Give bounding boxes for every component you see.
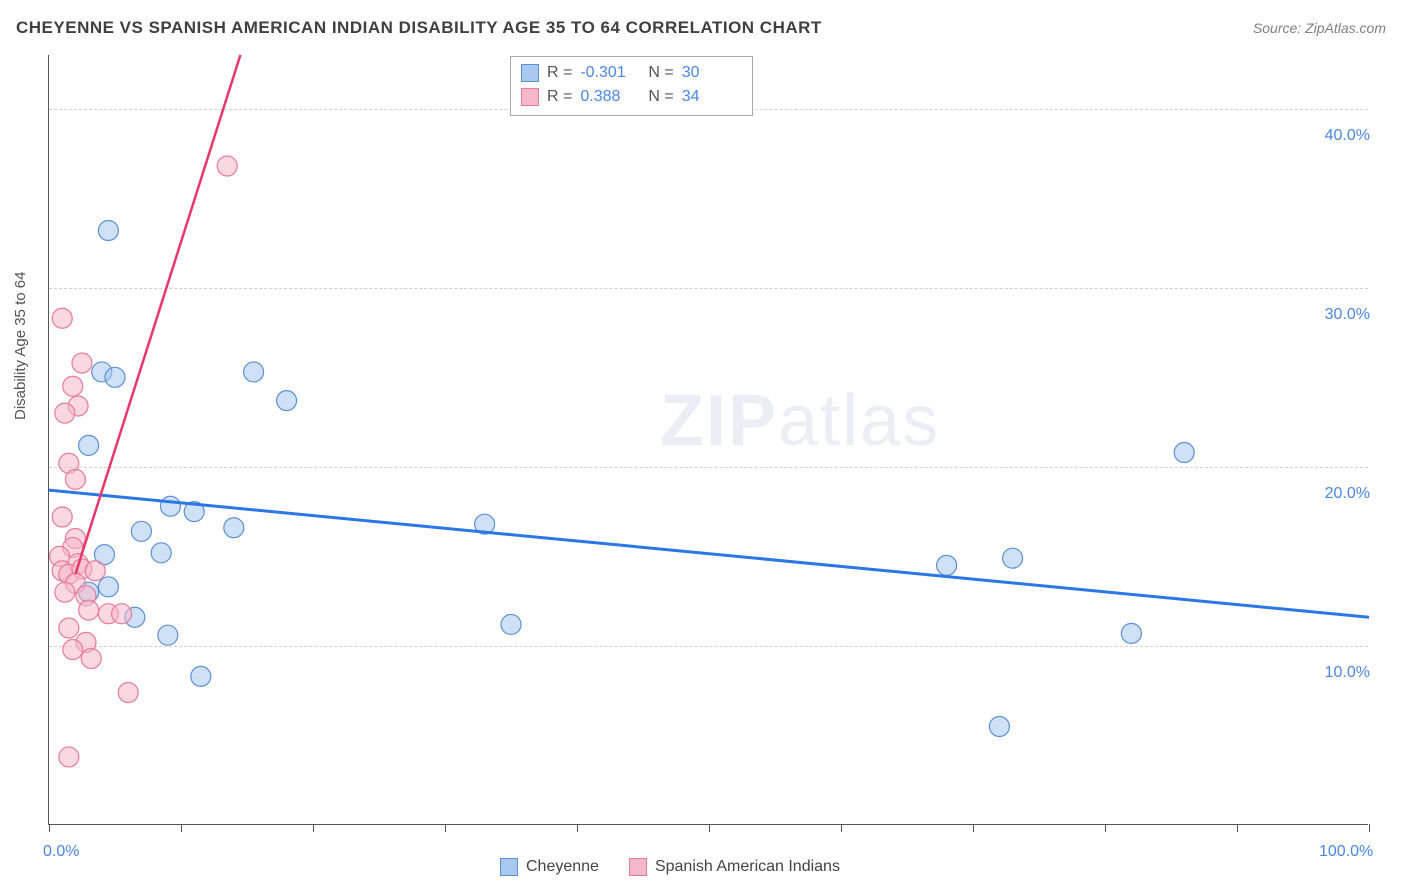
data-point (105, 367, 125, 387)
data-point (217, 156, 237, 176)
x-tick (709, 824, 710, 832)
legend-n-value: 30 (682, 64, 742, 82)
chart-title: CHEYENNE VS SPANISH AMERICAN INDIAN DISA… (16, 18, 822, 38)
data-point (65, 469, 85, 489)
data-point (72, 353, 92, 373)
data-point (79, 435, 99, 455)
data-point (501, 614, 521, 634)
data-point (52, 507, 72, 527)
data-point (81, 648, 101, 668)
x-tick (841, 824, 842, 832)
data-point (52, 308, 72, 328)
data-point (1121, 623, 1141, 643)
x-tick (49, 824, 50, 832)
legend-swatch (500, 858, 518, 876)
data-point (85, 561, 105, 581)
data-point (989, 717, 1009, 737)
legend-r-label: R = (547, 88, 572, 106)
data-point (160, 496, 180, 516)
data-point (131, 521, 151, 541)
data-point (98, 577, 118, 597)
data-point (1174, 443, 1194, 463)
legend-label: Cheyenne (526, 858, 599, 876)
correlation-legend: R = -0.301 N = 30 R = 0.388 N = 34 (510, 56, 753, 116)
data-point (191, 666, 211, 686)
data-point (59, 618, 79, 638)
x-tick (313, 824, 314, 832)
legend-item: Cheyenne (500, 858, 599, 876)
legend-label: Spanish American Indians (655, 858, 840, 876)
data-point (118, 682, 138, 702)
data-point (937, 555, 957, 575)
x-tick (445, 824, 446, 832)
legend-row: R = 0.388 N = 34 (521, 85, 742, 109)
data-point (79, 600, 99, 620)
legend-n-label: N = (648, 88, 673, 106)
data-point (244, 362, 264, 382)
x-tick-label: 100.0% (1319, 843, 1373, 861)
legend-r-value: 0.388 (580, 88, 640, 106)
data-point (98, 220, 118, 240)
legend-swatch (521, 88, 539, 106)
data-point (112, 604, 132, 624)
legend-swatch (629, 858, 647, 876)
x-tick (973, 824, 974, 832)
y-axis-label: Disability Age 35 to 64 (12, 272, 29, 420)
legend-r-label: R = (547, 64, 572, 82)
x-tick (1105, 824, 1106, 832)
x-tick (1369, 824, 1370, 832)
regression-line (75, 55, 240, 574)
data-point (151, 543, 171, 563)
data-point (277, 391, 297, 411)
data-point (224, 518, 244, 538)
x-tick (577, 824, 578, 832)
data-point (59, 747, 79, 767)
data-point (63, 376, 83, 396)
regression-line (49, 490, 1369, 617)
legend-n-value: 34 (682, 88, 742, 106)
x-tick (1237, 824, 1238, 832)
series-legend: Cheyenne Spanish American Indians (500, 858, 840, 876)
data-point (63, 640, 83, 660)
legend-swatch (521, 64, 539, 82)
legend-row: R = -0.301 N = 30 (521, 61, 742, 85)
data-point (1003, 548, 1023, 568)
source-attribution: Source: ZipAtlas.com (1253, 20, 1386, 36)
legend-item: Spanish American Indians (629, 858, 840, 876)
x-tick (181, 824, 182, 832)
chart-svg (49, 55, 1368, 824)
legend-n-label: N = (648, 64, 673, 82)
data-point (158, 625, 178, 645)
x-tick-label: 0.0% (43, 843, 79, 861)
data-point (55, 582, 75, 602)
chart-plot-area: 10.0%20.0%30.0%40.0%0.0%100.0% (48, 55, 1368, 825)
data-point (55, 403, 75, 423)
legend-r-value: -0.301 (580, 64, 640, 82)
